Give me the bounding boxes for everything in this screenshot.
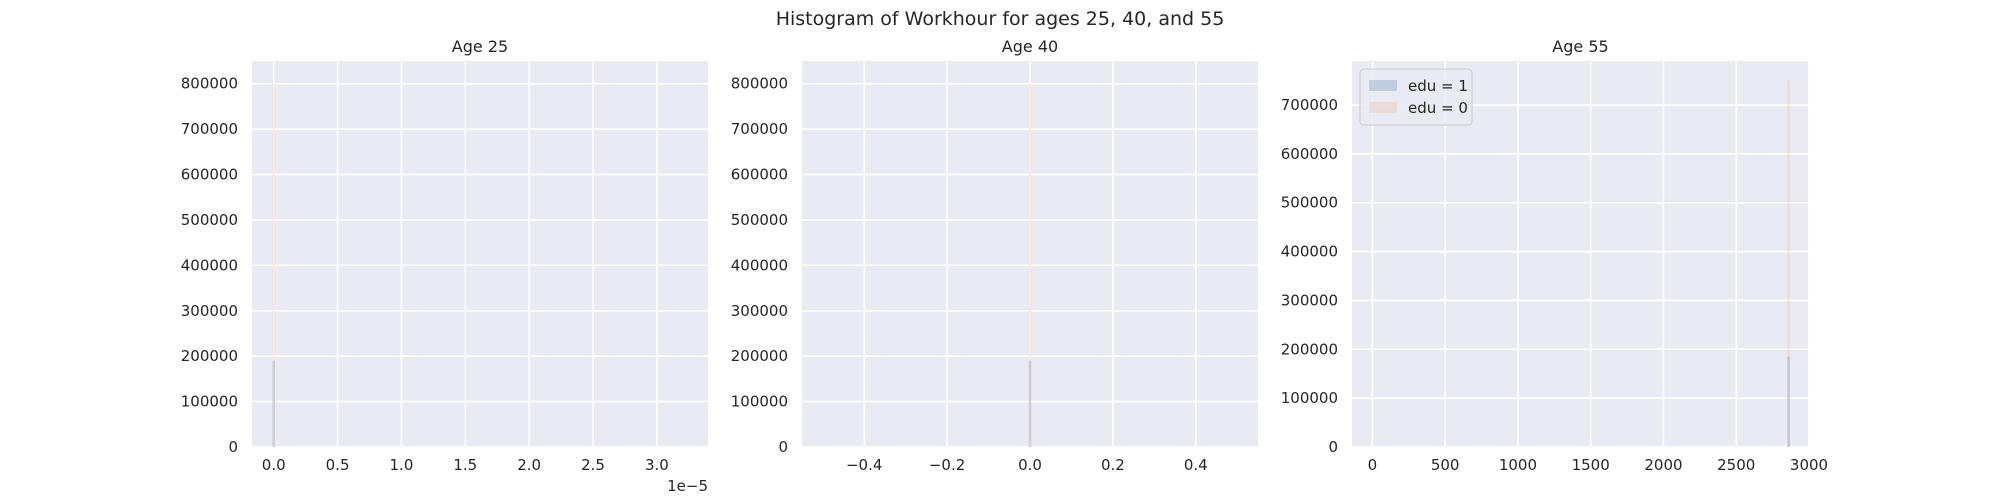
y-tick-label: 600000 bbox=[731, 166, 788, 184]
chart-panel: 0 500 1000 1500 2000 2500 3000 0 100000 200000 300… bbox=[1281, 37, 1828, 474]
x-tick-label: 1000 bbox=[1499, 456, 1537, 474]
y-tick-label: 500000 bbox=[731, 211, 788, 229]
x-tick-label: 1.5 bbox=[453, 456, 477, 474]
y-tick-label: 400000 bbox=[181, 256, 238, 274]
legend-label: edu = 0 bbox=[1408, 99, 1468, 117]
y-tick-label: 800000 bbox=[181, 75, 238, 93]
y-tick-label: 100000 bbox=[1281, 389, 1338, 407]
legend-box bbox=[1359, 68, 1473, 126]
x-tick-label: 3000 bbox=[1790, 456, 1828, 474]
y-tick-label: 800000 bbox=[731, 75, 788, 93]
histogram-bar bbox=[1787, 356, 1790, 447]
histogram-bar bbox=[1028, 360, 1032, 447]
y-tick-label: 400000 bbox=[731, 256, 788, 274]
histogram-bar bbox=[1028, 83, 1032, 448]
chart-panel: 0.0 0.5 1.0 1.5 2.0 2.5 3.0 0 100000 200000 300000… bbox=[181, 37, 708, 495]
y-tick-label: 100000 bbox=[731, 393, 788, 411]
y-tick-label: 400000 bbox=[1281, 243, 1338, 261]
y-tick-label: 300000 bbox=[1281, 291, 1338, 309]
panel-title: Age 40 bbox=[1002, 37, 1058, 56]
y-tick-label: 700000 bbox=[1281, 96, 1338, 114]
x-tick-label: 0 bbox=[1368, 456, 1378, 474]
y-tick-label: 300000 bbox=[181, 302, 238, 320]
histogram-bar bbox=[1787, 80, 1790, 447]
y-tick-label: 200000 bbox=[1281, 340, 1338, 358]
x-tick-label: 0.4 bbox=[1184, 456, 1208, 474]
y-tick-label: 0 bbox=[1328, 438, 1338, 456]
chart-panel: −0.4 −0.2 0.0 0.2 0.4 0 100000 200000 300000 4000… bbox=[731, 37, 1258, 474]
y-tick-label: 700000 bbox=[181, 120, 238, 138]
legend-label: edu = 1 bbox=[1408, 77, 1468, 95]
x-tick-label: 1500 bbox=[1572, 456, 1610, 474]
y-tick-label: 100000 bbox=[181, 393, 238, 411]
x-tick-label: 2000 bbox=[1644, 456, 1682, 474]
y-tick-label: 500000 bbox=[181, 211, 238, 229]
x-tick-label: 500 bbox=[1431, 456, 1460, 474]
x-tick-label: 1.0 bbox=[390, 456, 414, 474]
x-tick-label: 0.5 bbox=[326, 456, 350, 474]
histogram-bar bbox=[272, 83, 275, 448]
x-tick-label: 2500 bbox=[1717, 456, 1755, 474]
legend-swatch bbox=[1369, 80, 1397, 91]
plot-area bbox=[252, 61, 708, 447]
x-tick-label: −0.2 bbox=[929, 456, 965, 474]
x-tick-label: 0.2 bbox=[1101, 456, 1125, 474]
y-tick-label: 200000 bbox=[181, 347, 238, 365]
y-tick-label: 200000 bbox=[731, 347, 788, 365]
panel-title: Age 55 bbox=[1552, 37, 1608, 56]
y-tick-label: 600000 bbox=[1281, 145, 1338, 163]
panels: 0.0 0.5 1.0 1.5 2.0 2.5 3.00100000200000300000… bbox=[181, 37, 1828, 495]
x-offset-label: 1e−5 bbox=[667, 477, 708, 495]
x-tick-label: 0.0 bbox=[1018, 456, 1042, 474]
x-tick-label: −0.4 bbox=[846, 456, 882, 474]
y-tick-label: 500000 bbox=[1281, 194, 1338, 212]
x-tick-label: 3.0 bbox=[645, 456, 669, 474]
y-tick-label: 600000 bbox=[181, 166, 238, 184]
legend: edu = 1 edu = 0 bbox=[1359, 68, 1473, 126]
y-tick-label: 0 bbox=[778, 438, 788, 456]
y-tick-label: 700000 bbox=[731, 120, 788, 138]
legend-swatch bbox=[1369, 102, 1397, 113]
panel-title: Age 25 bbox=[452, 37, 508, 56]
histogram-bar bbox=[272, 360, 275, 447]
x-tick-label: 2.0 bbox=[517, 456, 541, 474]
figure-title: Histogram of Workhour for ages 25, 40, a… bbox=[776, 8, 1225, 30]
x-tick-label: 2.5 bbox=[581, 456, 605, 474]
y-tick-label: 0 bbox=[228, 438, 238, 456]
y-tick-label: 300000 bbox=[731, 302, 788, 320]
x-tick-label: 0.0 bbox=[262, 456, 286, 474]
